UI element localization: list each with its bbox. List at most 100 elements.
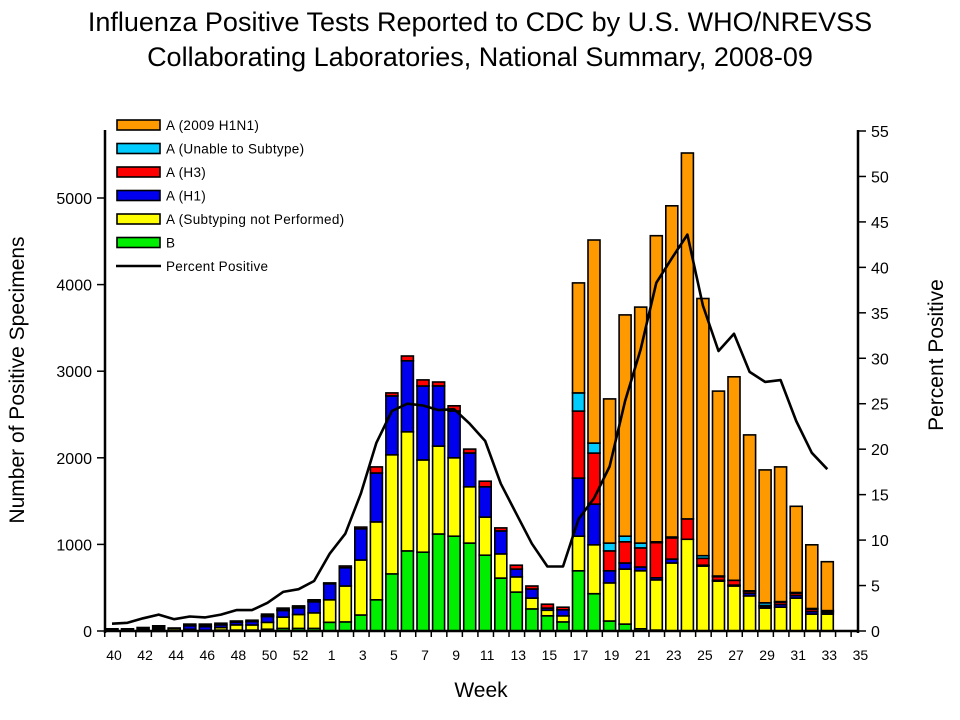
bar-segment-a-unable-to-subtype <box>618 535 632 543</box>
bar-segment-a-h1 <box>618 562 632 570</box>
bar-week-22 <box>649 234 664 632</box>
bar-segment-a-h1 <box>338 566 353 587</box>
bar-week-18 <box>587 239 601 632</box>
bar-week-52 <box>291 605 306 632</box>
x-tick-label: 1 <box>328 647 336 663</box>
bar-segment-b <box>602 620 617 632</box>
y2-tick-label: 55 <box>871 124 889 141</box>
bar-segment-a-h1 <box>556 608 570 617</box>
bar-week-15 <box>540 603 555 632</box>
bar-segment-a-subtyping-not-performed <box>773 606 788 632</box>
legend-item: A (Subtyping not Performed) <box>116 212 344 227</box>
bar-segment-a-h3 <box>322 582 337 585</box>
legend-label: A (Subtyping not Performed) <box>166 212 344 227</box>
bar-segment-a-h1 <box>478 485 493 518</box>
chart-title-line-2: Collaborating Laboratories, National Sum… <box>147 42 813 72</box>
bar-week-27 <box>727 375 741 632</box>
bar-week-29 <box>758 469 772 632</box>
bar-segment-a-2009-h1n1 <box>587 239 601 444</box>
x-tick-label: 9 <box>452 647 460 663</box>
bar-segment-a-subtyping-not-performed <box>618 568 632 625</box>
bars-layer <box>105 152 835 633</box>
bar-segment-a-subtyping-not-performed <box>447 456 461 537</box>
legend-item: A (H1) <box>116 189 206 204</box>
bar-week-24 <box>680 152 695 632</box>
bar-segment-a-2009-h1n1 <box>742 434 757 592</box>
bar-week-30 <box>773 466 788 632</box>
bar-segment-a-h1 <box>509 568 524 578</box>
bar-segment-a-subtyping-not-performed <box>711 580 726 632</box>
bar-segment-a-subtyping-not-performed <box>571 535 586 572</box>
bar-week-14 <box>525 585 539 632</box>
y-tick-label: 1000 <box>56 537 92 554</box>
legend-item: Percent Positive <box>116 259 268 274</box>
bar-segment-a-subtyping-not-performed <box>307 611 321 630</box>
bar-segment-a-subtyping-not-performed <box>758 607 772 632</box>
bar-segment-a-subtyping-not-performed <box>633 569 648 630</box>
bar-segment-a-h3 <box>540 603 555 609</box>
x-tick-label: 25 <box>697 647 713 663</box>
bar-segment-a-h3 <box>696 557 710 566</box>
x-tick-label: 42 <box>137 647 153 663</box>
bar-segment-a-h3 <box>385 392 399 397</box>
bar-segment-a-h1 <box>353 527 368 561</box>
bar-week-7 <box>416 379 430 632</box>
bar-segment-unspecified-black <box>245 619 259 623</box>
legend-item: B <box>116 236 175 251</box>
bar-segment-a-h3 <box>416 379 430 387</box>
bar-segment-b <box>385 572 399 632</box>
bar-segment-a-subtyping-not-performed <box>509 576 524 593</box>
bar-segment-a-h1 <box>447 410 461 459</box>
bar-week-9 <box>447 404 461 632</box>
bar-segment-b <box>540 614 555 632</box>
bar-week-20 <box>618 314 632 632</box>
x-tick-label: 29 <box>759 647 775 663</box>
y-tick-label: 5000 <box>56 191 92 208</box>
bar-segment-unspecified-black <box>214 622 228 626</box>
bar-segment-a-h1 <box>385 395 399 456</box>
bar-segment-a-h3 <box>400 355 415 362</box>
bar-segment-a-h3 <box>353 526 368 530</box>
bar-segment-a-subtyping-not-performed <box>493 553 508 579</box>
bar-segment-a-subtyping-not-performed <box>462 485 477 544</box>
bar-segment-a-2009-h1n1 <box>773 466 788 603</box>
bar-week-1 <box>322 582 337 632</box>
bar-segment-unspecified-black <box>276 607 290 611</box>
bar-segment-b <box>525 608 539 632</box>
bar-segment-a-h1 <box>307 600 321 614</box>
bar-week-26 <box>711 390 726 632</box>
y2-tick-label: 15 <box>871 488 889 505</box>
bar-week-13 <box>509 564 524 632</box>
bar-segment-a-subtyping-not-performed <box>400 430 415 552</box>
bar-segment-a-subtyping-not-performed <box>696 565 710 632</box>
bar-week-6 <box>400 355 415 632</box>
y-tick-label: 3000 <box>56 364 92 381</box>
bar-segment-a-subtyping-not-performed <box>742 595 757 632</box>
bar-segment-a-h3 <box>602 550 617 572</box>
bar-segment-unspecified-black <box>307 598 321 602</box>
bar-week-10 <box>462 448 477 632</box>
y2-tick-label: 0 <box>871 624 880 641</box>
bar-segment-a-subtyping-not-performed <box>338 585 353 623</box>
bar-segment-a-h3 <box>556 606 570 611</box>
legend-label: A (H1) <box>166 189 206 204</box>
bar-segment-a-h1 <box>493 530 508 555</box>
x-tick-label: 44 <box>168 647 184 663</box>
bar-segment-a-h1 <box>462 452 477 488</box>
percent-positive-line <box>111 233 829 625</box>
y2-tick-label: 20 <box>871 442 889 459</box>
bar-segment-a-subtyping-not-performed <box>602 582 617 622</box>
bar-week-32 <box>804 543 819 632</box>
x-tick-label: 21 <box>635 647 651 663</box>
bar-segment-b <box>493 577 508 632</box>
bar-segment-a-h1 <box>400 359 415 433</box>
right-y-ticks: 0 5 10 15 20 25 30 35 40 45 50 55 <box>858 124 889 641</box>
legend-item: A (H3) <box>116 165 206 180</box>
bar-segment-a-h3 <box>680 518 695 541</box>
legend-swatch <box>116 189 161 202</box>
bar-week-8 <box>431 381 446 632</box>
bar-week-19 <box>602 398 617 632</box>
bar-segment-a-2009-h1n1 <box>680 152 695 520</box>
bar-segment-a-h3 <box>338 565 353 569</box>
bar-segment-a-h1 <box>587 503 601 546</box>
